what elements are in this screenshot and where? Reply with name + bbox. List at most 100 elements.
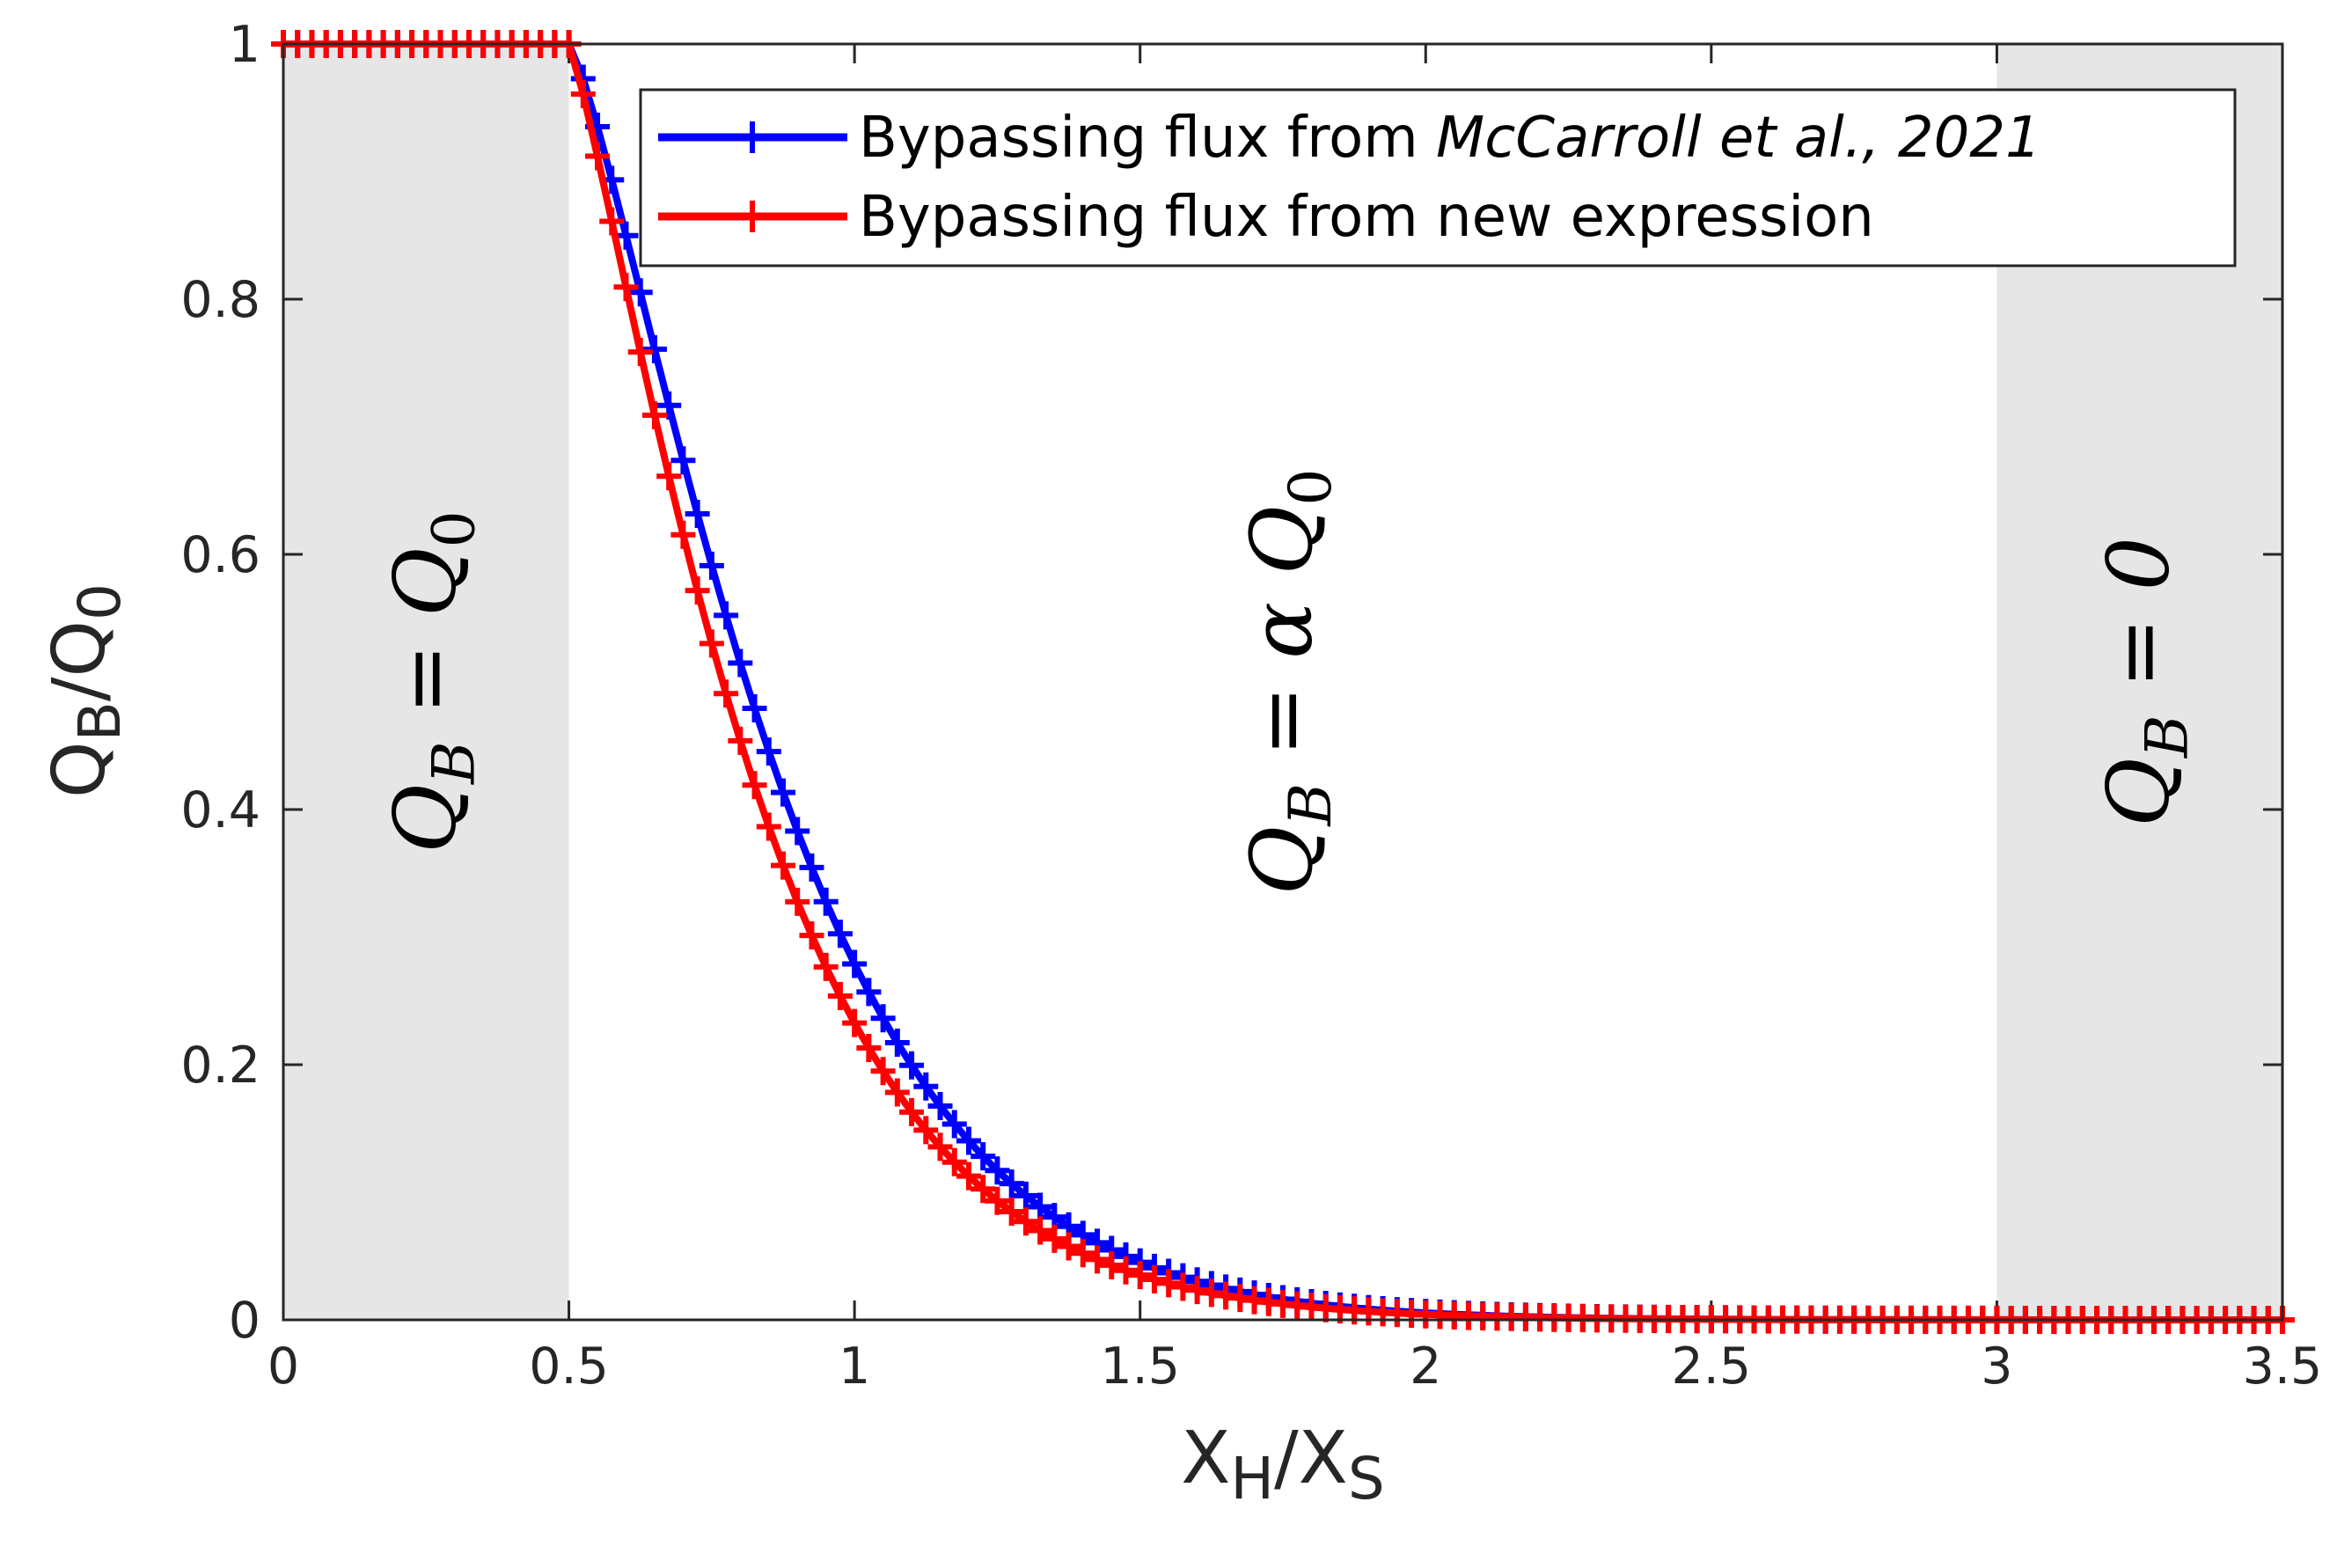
series-layer	[271, 30, 2295, 1334]
data-point	[870, 1057, 896, 1086]
data-point	[941, 1110, 967, 1139]
y-tick-label: 0.2	[180, 1037, 260, 1095]
data-point	[670, 446, 696, 475]
x-tick-label: 2.5	[1672, 1337, 1752, 1396]
data-point	[971, 1142, 996, 1171]
data-point	[1170, 1272, 1196, 1301]
x-tick-label: 0	[267, 1337, 299, 1396]
region-label-1: QB = α Q0	[1233, 469, 1344, 896]
axes-box	[282, 42, 2284, 1322]
data-point	[728, 648, 753, 678]
data-point	[813, 887, 839, 916]
x-tick-label: 3	[1981, 1337, 2012, 1396]
data-point	[742, 694, 767, 723]
data-point	[627, 278, 653, 307]
region-label-2: QB = 0	[2090, 537, 2201, 827]
data-point	[956, 1126, 981, 1155]
data-point	[985, 1156, 1010, 1185]
y-tick-label: 0.6	[180, 526, 260, 584]
data-point	[699, 629, 724, 658]
data-point	[927, 1091, 953, 1120]
y-tick-label: 1	[229, 16, 260, 74]
legend-label-mccarroll: Bypassing flux from McCarroll et al., 20…	[859, 106, 2041, 171]
data-point	[842, 949, 868, 978]
data-point	[641, 400, 667, 429]
data-point	[1013, 1181, 1038, 1210]
x-tick-label: 0.5	[529, 1337, 609, 1396]
data-point	[742, 771, 767, 800]
data-point	[971, 1175, 996, 1204]
data-point	[1056, 1232, 1081, 1261]
data-point	[613, 273, 639, 302]
legend-box	[639, 88, 2237, 267]
data-point	[899, 1051, 925, 1080]
data-point	[813, 952, 839, 981]
legend-item-mccarroll: Bypassing flux from McCarroll et al., 20…	[658, 106, 2041, 171]
data-point	[999, 1198, 1024, 1227]
data-point	[999, 1169, 1024, 1198]
data-point	[842, 1008, 868, 1037]
y-tick-label: 0.4	[180, 781, 260, 839]
data-point	[685, 500, 710, 529]
data-point	[656, 462, 682, 491]
data-point	[1028, 1192, 1053, 1221]
data-point	[599, 207, 625, 236]
data-point	[870, 1004, 896, 1033]
data-point	[1028, 1216, 1053, 1245]
y-tick-label: 0.8	[180, 271, 260, 329]
data-point	[771, 778, 795, 807]
region-label-0: QB = Q0	[376, 510, 487, 853]
shaded-region-0	[283, 44, 569, 1320]
data-point	[941, 1147, 967, 1176]
data-point	[856, 978, 882, 1007]
y-axis-label: QB/Q0	[38, 583, 134, 798]
data-point	[771, 851, 795, 880]
data-point	[899, 1097, 925, 1126]
data-point	[785, 817, 810, 846]
data-point	[685, 576, 710, 605]
data-point	[884, 1028, 910, 1057]
data-point	[627, 338, 653, 367]
region-labels: QB = Q0 QB = α Q0 QB = 0	[376, 469, 2201, 896]
data-point	[927, 1132, 953, 1161]
x-tick-label: 1	[839, 1337, 870, 1396]
x-tick-label: 3.5	[2243, 1337, 2323, 1396]
data-point	[656, 391, 682, 420]
y-tick-label: 0	[229, 1292, 260, 1350]
data-point	[985, 1186, 1010, 1215]
legend: Bypassing flux from McCarroll et al., 20…	[639, 88, 2237, 267]
data-point	[913, 1116, 939, 1145]
legend-label-new-expression: Bypassing flux from new expression	[859, 185, 1874, 250]
data-point	[1156, 1269, 1182, 1298]
data-point	[1141, 1265, 1167, 1293]
data-point	[827, 920, 853, 949]
data-point	[641, 334, 667, 363]
x-axis-label: XH/XS	[1181, 1417, 1385, 1513]
data-point	[714, 679, 739, 708]
data-point	[1042, 1224, 1067, 1253]
data-point	[1184, 1276, 1210, 1305]
data-point	[827, 981, 853, 1010]
data-point	[884, 1078, 910, 1107]
data-point	[1127, 1261, 1153, 1290]
data-point	[714, 601, 739, 630]
x-tick-label: 1.5	[1100, 1337, 1180, 1396]
data-point	[1113, 1256, 1139, 1285]
data-point	[799, 921, 824, 950]
x-tick-label: 2	[1410, 1337, 1441, 1396]
legend-item-new-expression: Bypassing flux from new expression	[658, 185, 1874, 250]
data-point	[756, 812, 781, 841]
data-point	[856, 1034, 882, 1063]
data-point	[799, 853, 824, 882]
data-point	[728, 726, 753, 755]
data-point	[1013, 1207, 1038, 1236]
data-point	[956, 1161, 981, 1191]
data-point	[1070, 1239, 1095, 1268]
data-point	[670, 520, 696, 549]
data-point	[570, 79, 596, 108]
data-point	[1085, 1245, 1110, 1274]
data-point	[756, 737, 781, 766]
x-tick-labels: 0 0.5 1 1.5 2 2.5 3 3.5	[267, 1337, 2322, 1396]
data-point	[785, 887, 810, 916]
